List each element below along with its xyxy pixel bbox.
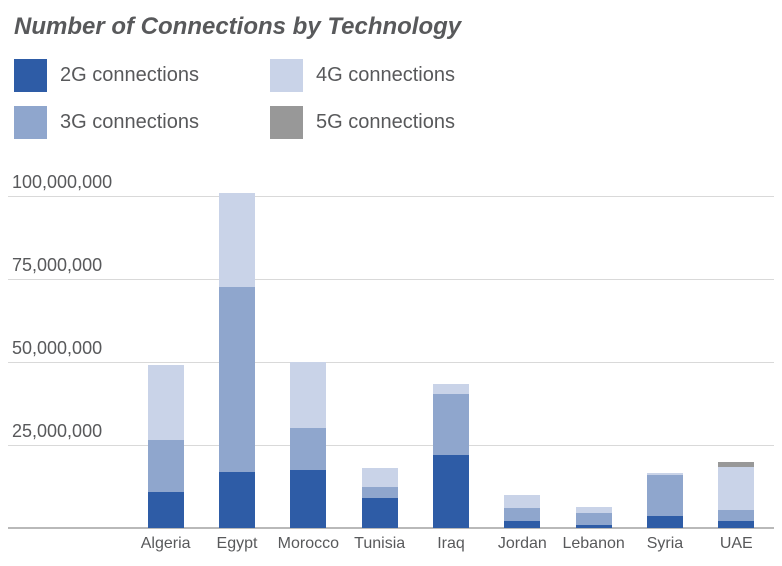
- legend-swatch-2g: [14, 59, 47, 92]
- legend-swatch-5g: [270, 106, 303, 139]
- x-axis-label-egypt: Egypt: [216, 535, 258, 552]
- plot-area: 25,000,000 50,000,000 75,000,000 100,000,00…: [8, 172, 774, 529]
- x-axis-label-syria: Syria: [646, 535, 684, 552]
- bar-segment-4g: [361, 468, 398, 487]
- bar-segment-4g: [646, 473, 683, 475]
- bar-jordan: [504, 494, 541, 528]
- bar-segment-3g: [361, 486, 398, 499]
- gridline: [8, 279, 774, 280]
- bar-segment-4g: [504, 494, 541, 509]
- bars-container: [130, 183, 772, 528]
- bar-slot: [415, 183, 486, 528]
- legend-swatch-4g: [270, 59, 303, 92]
- bar-segment-4g: [575, 506, 612, 514]
- bar-segment-3g: [432, 393, 469, 455]
- bar-segment-3g: [504, 508, 541, 522]
- x-axis-label-morocco: Morocco: [277, 535, 339, 552]
- bar-uae: [718, 461, 755, 528]
- stacked-bar-chart: 25,000,000 50,000,000 75,000,000 100,000,00…: [0, 172, 782, 565]
- x-axis-line: [8, 527, 774, 529]
- gridline: [8, 445, 774, 446]
- bar-segment-2g: [575, 524, 612, 528]
- gridline: [8, 362, 774, 363]
- bar-segment-3g: [290, 428, 327, 470]
- x-axis-label-algeria: Algeria: [140, 535, 191, 552]
- bar-slot: [273, 183, 344, 528]
- x-axis-label-iraq: Iraq: [437, 535, 465, 552]
- bar-segment-4g: [432, 383, 469, 394]
- chart-title: Number of Connections by Technology: [14, 13, 462, 40]
- x-axis-label-uae: UAE: [719, 535, 753, 552]
- bar-slot: [130, 183, 201, 528]
- bar-segment-3g: [646, 474, 683, 517]
- bar-syria: [646, 473, 683, 528]
- legend-item-4g: 4G connections: [270, 59, 455, 92]
- bar-segment-4g: [218, 192, 255, 288]
- bar-tunisia: [361, 468, 398, 528]
- bar-segment-3g: [718, 509, 755, 522]
- gridline: [8, 196, 774, 197]
- bar-segment-2g: [504, 521, 541, 528]
- bar-segment-3g: [147, 440, 184, 492]
- bar-segment-2g: [718, 521, 755, 528]
- bar-segment-2g: [290, 469, 327, 528]
- legend-label-5g: 5G connections: [316, 111, 455, 133]
- x-axis-label-lebanon: Lebanon: [562, 535, 625, 552]
- x-axis-labels: Algeria Egypt Morocco Tunisia Iraq Jordan Leba…: [130, 535, 772, 553]
- legend-swatch-3g: [14, 106, 47, 139]
- bar-segment-2g: [646, 516, 683, 528]
- bar-lebanon: [575, 506, 612, 528]
- bar-slot: [629, 183, 700, 528]
- bar-egypt: [218, 192, 255, 528]
- bar-slot: [487, 183, 558, 528]
- y-tick-label: 100,000,000: [12, 172, 113, 192]
- legend-label-2g: 2G connections: [60, 64, 199, 86]
- bar-slot: [201, 183, 272, 528]
- bar-segment-3g: [575, 513, 612, 525]
- bar-segment-2g: [361, 498, 398, 528]
- bar-segment-3g: [218, 287, 255, 472]
- bar-slot: [558, 183, 629, 528]
- y-tick-label: 50,000,000: [12, 338, 103, 358]
- y-tick-label: 75,000,000: [12, 255, 103, 275]
- bar-segment-2g: [147, 491, 184, 528]
- bar-iraq: [432, 383, 469, 528]
- bar-segment-4g: [147, 365, 184, 440]
- bar-segment-5g: [718, 461, 755, 467]
- x-axis-label-tunisia: Tunisia: [354, 535, 406, 552]
- legend-label-3g: 3G connections: [60, 111, 199, 133]
- bar-segment-2g: [218, 471, 255, 528]
- y-tick-label: 25,000,000: [12, 421, 103, 441]
- bar-segment-2g: [432, 455, 469, 528]
- x-axis-label-jordan: Jordan: [497, 535, 547, 552]
- bar-segment-4g: [718, 466, 755, 510]
- legend: 2G connections 3G connections 4G connectio…: [14, 59, 455, 139]
- legend-label-4g: 4G connections: [316, 64, 455, 86]
- legend-item-2g: 2G connections: [14, 59, 270, 92]
- bar-algeria: [147, 365, 184, 528]
- bar-segment-4g: [290, 362, 327, 429]
- bar-slot: [701, 183, 772, 528]
- legend-item-5g: 5G connections: [270, 106, 455, 139]
- bar-morocco: [290, 362, 327, 528]
- legend-item-3g: 3G connections: [14, 106, 270, 139]
- bar-slot: [344, 183, 415, 528]
